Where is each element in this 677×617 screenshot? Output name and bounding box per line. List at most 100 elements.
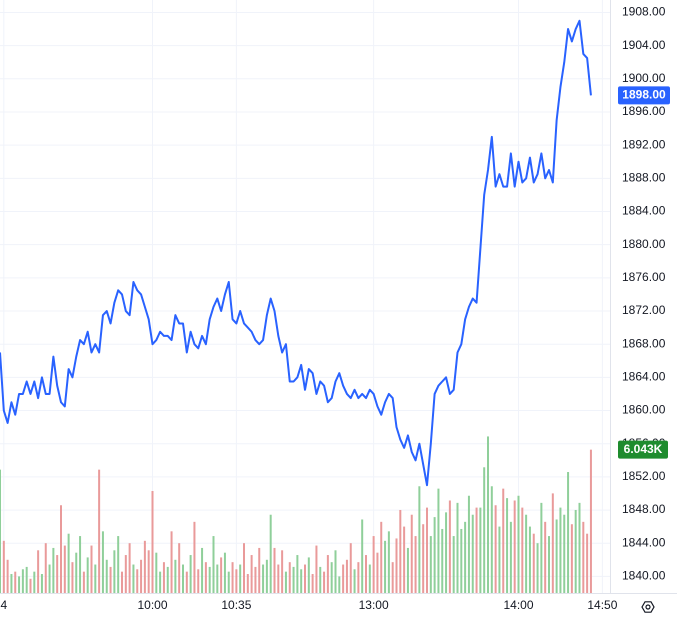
volume-last-label: 6.043K [624, 442, 663, 456]
volume-bar [578, 502, 581, 593]
volume-bar [143, 540, 146, 593]
volume-bar [406, 547, 409, 593]
volume-bar [563, 514, 566, 593]
volume-bar [67, 533, 70, 593]
volume-bar [231, 562, 234, 593]
volume-bar [262, 564, 265, 593]
volume-bar [304, 564, 306, 593]
volume-bar [250, 555, 253, 593]
volume-bar [98, 469, 101, 593]
y-tick-label: 1840.00 [622, 569, 666, 583]
price-label-box [618, 86, 670, 105]
volume-bar [246, 574, 249, 593]
volume-bar [227, 571, 230, 593]
volume-bar [445, 512, 448, 593]
volume-bar [2, 540, 5, 593]
volume-bar [132, 564, 135, 593]
volume-bar [464, 521, 467, 593]
volume-bar [567, 472, 570, 593]
volume-bar [467, 495, 470, 593]
volume-bar [170, 531, 173, 593]
volume-bar [349, 543, 352, 593]
volume-bar [456, 502, 459, 593]
volume-bar [155, 552, 158, 593]
volume-bar [326, 555, 329, 593]
volume-bar [128, 543, 131, 593]
volume-bar [235, 569, 238, 593]
x-tick-label: 4 [0, 598, 7, 612]
volume-bar [368, 564, 371, 593]
volume-bar [52, 547, 55, 593]
volume-bar [342, 564, 345, 593]
volume-bar [387, 531, 390, 593]
volume-bar [448, 500, 451, 593]
volume-bar [330, 562, 333, 593]
volume-bar [487, 436, 489, 593]
volume-bar [334, 550, 337, 593]
volume-bar [380, 521, 383, 593]
volume-bar [48, 564, 51, 593]
y-tick-label: 1892.00 [622, 137, 666, 151]
volume-bar [90, 545, 93, 593]
y-tick-label: 1852.00 [622, 469, 666, 483]
volume-bar [105, 559, 108, 593]
volume-bar [490, 486, 493, 593]
volume-bar [204, 562, 207, 593]
volume-bar [338, 576, 341, 593]
volume-bar [212, 536, 215, 593]
volume-bar [323, 571, 326, 593]
y-tick-label: 1904.00 [622, 38, 666, 52]
price-line [0, 19, 592, 487]
volume-bar [239, 564, 242, 593]
volume-bar [56, 555, 59, 593]
volume-bar [147, 550, 150, 593]
volume-bar [162, 562, 165, 593]
volume-bar [353, 569, 356, 593]
y-tick-label: 1848.00 [622, 502, 666, 516]
volume-bar [494, 505, 497, 593]
volume-bar [517, 495, 520, 593]
volume-bar [422, 524, 425, 593]
y-tick-label: 1864.00 [622, 370, 666, 384]
volume-bar [151, 491, 154, 593]
y-tick-label: 1908.00 [622, 5, 666, 19]
volume-bar [403, 526, 406, 593]
volume-bar [429, 536, 432, 593]
volume-bar [25, 566, 28, 593]
x-tick-label: 14:50 [587, 598, 617, 612]
volume-bar [174, 559, 177, 593]
volume-label-box [618, 440, 668, 459]
x-tick-label: 10:35 [221, 598, 251, 612]
volume-bar [254, 566, 257, 593]
volume-bar [544, 521, 547, 593]
volume-bar [140, 559, 143, 593]
settings-button[interactable] [641, 601, 655, 613]
volume-bar [220, 557, 223, 593]
volume-bar [86, 557, 89, 593]
volume-bar [551, 493, 554, 593]
volume-bar [296, 555, 299, 593]
volume-bar [201, 547, 204, 593]
volume-bar [185, 571, 188, 593]
grid [0, 0, 610, 593]
volume-bar [532, 533, 535, 593]
volume-bar [521, 507, 524, 593]
volume-bar [0, 469, 1, 593]
volume-bar [281, 550, 284, 593]
volume-bar [570, 524, 573, 593]
volume-bar [498, 526, 501, 593]
settings-icon-center [645, 604, 651, 610]
volume-bar [391, 562, 394, 593]
volume-bar [189, 555, 192, 593]
volume-bar [60, 505, 62, 593]
y-tick-label: 1880.00 [622, 237, 666, 251]
volume-bar [40, 574, 43, 593]
x-tick-label: 10:00 [137, 598, 167, 612]
volume-bar [475, 507, 478, 593]
volume-bar [18, 576, 21, 593]
volume-bar [357, 562, 360, 593]
volume-bar [483, 467, 486, 593]
volume-bar [536, 543, 539, 593]
